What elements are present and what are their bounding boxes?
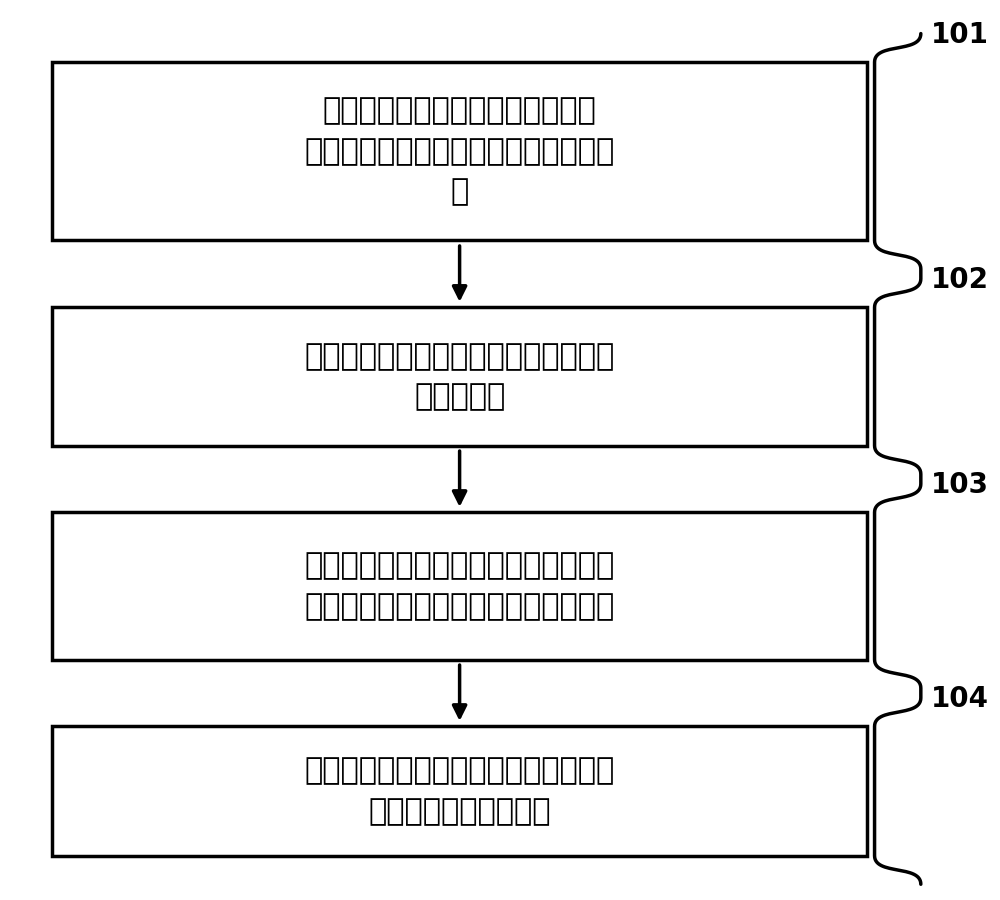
Bar — [52, 62, 867, 240]
Text: 103: 103 — [930, 471, 988, 499]
Text: 基于边界分割齿状线图像，得到齿状线
图像的齿状线分割区域: 基于边界分割齿状线图像，得到齿状线 图像的齿状线分割区域 — [304, 756, 615, 826]
Text: 104: 104 — [930, 685, 988, 713]
Bar — [52, 726, 867, 856]
Text: 对预先获取的目标用户的上消化道
内镜图像进行预处理，得到目标体内图
像: 对预先获取的目标用户的上消化道 内镜图像进行预处理，得到目标体内图 像 — [304, 96, 615, 206]
Text: 102: 102 — [930, 266, 988, 294]
Bar — [52, 512, 867, 660]
Text: 通过齿状线分割模型，识别齿状线图像
中的食管鳞状上皮与非鳞状上皮的边界: 通过齿状线分割模型，识别齿状线图像 中的食管鳞状上皮与非鳞状上皮的边界 — [304, 551, 615, 621]
Text: 101: 101 — [930, 21, 988, 49]
Bar — [52, 307, 867, 446]
Text: 识别目标体内图像的齿状线区域，得到
齿状线图像: 识别目标体内图像的齿状线区域，得到 齿状线图像 — [304, 342, 615, 411]
